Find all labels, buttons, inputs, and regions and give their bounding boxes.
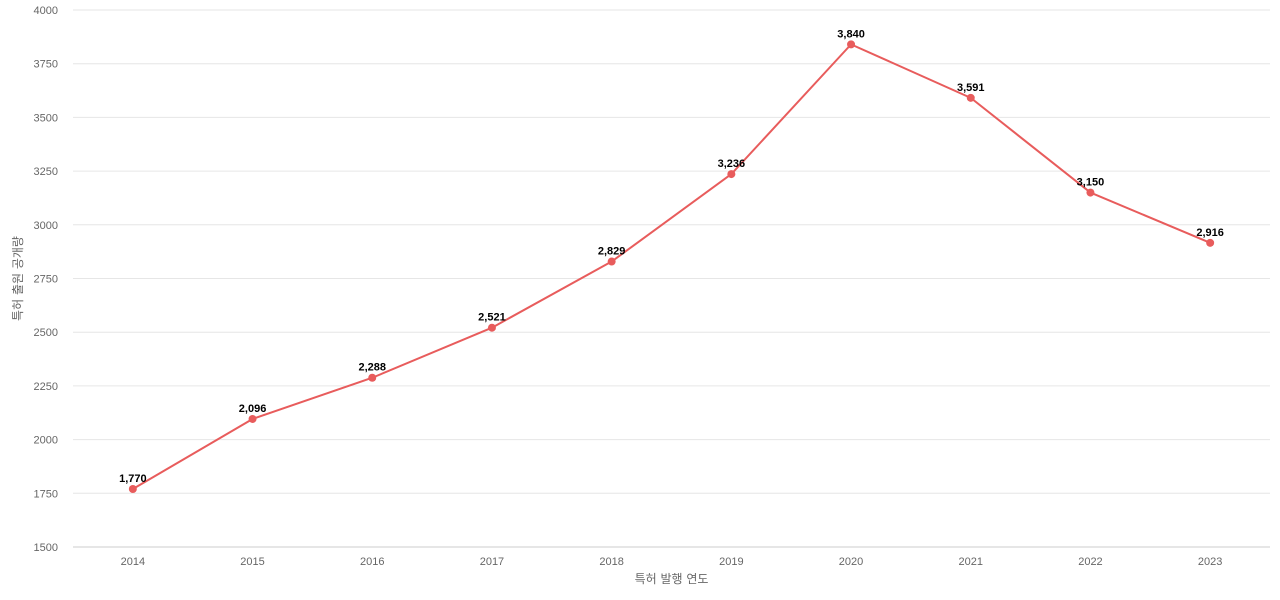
y-tick-label: 1500: [34, 542, 58, 554]
data-point[interactable]: [248, 414, 257, 423]
y-tick-label: 3750: [34, 59, 58, 71]
data-label: 2,288: [358, 362, 386, 374]
x-tick-label: 2014: [121, 556, 145, 568]
y-tick-label: 2000: [34, 435, 58, 447]
data-point[interactable]: [1086, 188, 1095, 197]
x-axis-title: 특허 발행 연도: [635, 571, 709, 586]
x-tick-label: 2016: [360, 556, 384, 568]
data-point[interactable]: [966, 93, 975, 102]
y-tick-label: 4000: [34, 5, 58, 17]
x-tick-label: 2018: [599, 556, 623, 568]
y-axis-ticks: 1500 1750 2000 2250 2500 2750 3000 3250 3500 3750…: [34, 5, 58, 554]
y-tick-label: 2250: [34, 381, 58, 393]
y-tick-label: 1750: [34, 488, 58, 500]
data-labels: 1,770 2,096 2,288 2,521 2,829 3,236 3,840 3,591…: [119, 28, 1224, 485]
y-tick-label: 2500: [34, 327, 58, 339]
y-tick-label: 3250: [34, 166, 58, 178]
data-label: 3,840: [837, 28, 865, 40]
series-line: [132, 43, 1211, 490]
x-tick-label: 2020: [839, 556, 863, 568]
data-label: 2,521: [478, 312, 506, 324]
grid: [73, 9, 1270, 548]
x-axis-ticks: 2014 2015 2016 2017 2018 2019 2020 2021 2022 2023: [121, 556, 1223, 568]
x-tick-label: 2022: [1078, 556, 1102, 568]
y-tick-label: 3000: [34, 220, 58, 232]
data-point[interactable]: [128, 485, 137, 494]
x-tick-label: 2015: [240, 556, 264, 568]
x-tick-label: 2019: [719, 556, 743, 568]
x-tick-label: 2017: [480, 556, 504, 568]
data-label: 2,829: [598, 246, 626, 258]
data-point[interactable]: [1206, 238, 1215, 247]
data-label: 3,150: [1077, 177, 1105, 189]
data-point[interactable]: [368, 373, 377, 382]
data-label: 2,916: [1196, 227, 1224, 239]
y-axis-title: 특허 출원 공개량: [11, 236, 25, 321]
data-label: 3,591: [957, 82, 985, 94]
data-point[interactable]: [487, 323, 496, 332]
data-label: 3,236: [718, 158, 746, 170]
series: [128, 40, 1215, 494]
y-tick-label: 3500: [34, 112, 58, 124]
x-tick-label: 2021: [959, 556, 983, 568]
data-point[interactable]: [727, 170, 736, 179]
data-label: 1,770: [119, 473, 147, 485]
y-tick-label: 2750: [34, 274, 58, 286]
data-point[interactable]: [847, 40, 856, 49]
data-point[interactable]: [607, 257, 616, 266]
data-label: 2,096: [239, 403, 267, 415]
x-tick-label: 2023: [1198, 556, 1222, 568]
